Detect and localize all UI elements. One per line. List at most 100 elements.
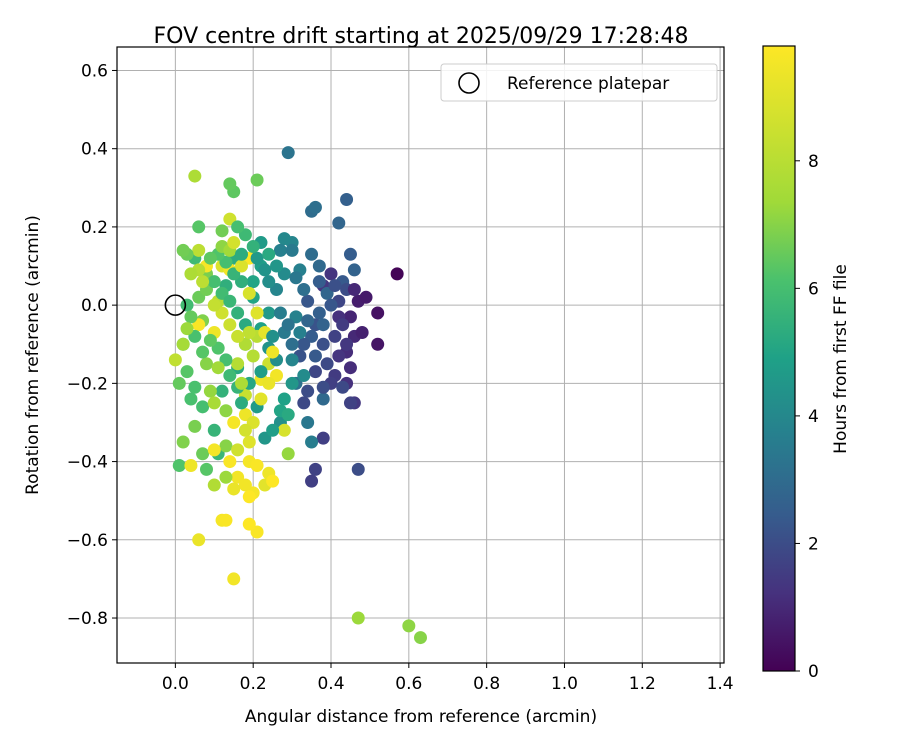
data-point xyxy=(184,310,198,324)
data-point xyxy=(277,392,291,406)
data-point xyxy=(219,470,233,484)
data-point xyxy=(254,365,268,379)
data-point xyxy=(347,282,361,296)
data-point xyxy=(219,439,233,453)
data-point xyxy=(316,431,330,445)
data-point xyxy=(308,200,322,214)
data-point xyxy=(207,423,221,437)
data-point xyxy=(223,369,237,383)
data-point xyxy=(281,146,295,160)
data-point xyxy=(351,462,365,476)
data-point xyxy=(207,396,221,410)
data-point xyxy=(203,384,217,398)
data-point xyxy=(238,423,252,437)
y-tick-label: 0.2 xyxy=(81,218,108,238)
data-point xyxy=(355,326,369,340)
data-point xyxy=(180,365,194,379)
data-point xyxy=(192,243,206,257)
plot-frame xyxy=(116,46,725,664)
data-point xyxy=(262,247,276,261)
y-tick-label: −0.6 xyxy=(67,531,108,551)
data-point xyxy=(312,306,326,320)
data-point xyxy=(297,369,311,383)
data-point xyxy=(188,419,202,433)
colorbar-tick-label: 2 xyxy=(808,534,819,554)
chart-title: FOV centre drift starting at 2025/09/29 … xyxy=(154,24,689,49)
data-point xyxy=(219,404,233,418)
data-point xyxy=(414,631,427,645)
data-point xyxy=(199,462,213,476)
data-point xyxy=(308,462,322,476)
colorbar-tick-label: 8 xyxy=(808,152,819,172)
data-point xyxy=(328,279,342,293)
data-point xyxy=(231,357,245,371)
data-point xyxy=(223,455,237,469)
data-point xyxy=(258,263,272,277)
data-point xyxy=(235,396,249,410)
data-point xyxy=(316,392,330,406)
data-point xyxy=(305,474,319,488)
x-tick-label: 0.4 xyxy=(317,674,344,694)
data-point xyxy=(176,243,190,257)
data-point xyxy=(351,611,365,625)
data-point xyxy=(262,275,276,289)
data-point xyxy=(242,326,256,340)
data-point xyxy=(184,267,198,281)
data-point xyxy=(343,247,357,261)
x-tick-label: 0.0 xyxy=(162,674,189,694)
data-point xyxy=(332,216,346,230)
data-point xyxy=(242,286,256,300)
y-axis-ticks: 0.6 0.4 0.2 0.0 −0.2 −0.4 −0.6 −0.8 xyxy=(67,61,117,629)
data-point xyxy=(285,376,299,390)
data-point xyxy=(343,361,357,375)
data-point xyxy=(281,318,295,332)
data-point xyxy=(227,415,241,429)
x-tick-label: 0.2 xyxy=(240,674,267,694)
data-point xyxy=(180,298,194,312)
data-point xyxy=(301,294,315,308)
data-point xyxy=(305,247,319,261)
data-point xyxy=(266,474,280,488)
y-tick-label: −0.2 xyxy=(67,374,108,394)
x-axis-label: Angular distance from reference (arcmin) xyxy=(245,707,597,727)
data-point xyxy=(223,318,237,332)
data-point xyxy=(402,619,416,633)
data-point xyxy=(324,267,338,281)
data-point xyxy=(285,337,299,351)
data-point xyxy=(172,376,186,390)
data-point xyxy=(246,349,260,363)
data-point xyxy=(277,232,291,246)
data-point xyxy=(196,275,210,289)
data-point xyxy=(192,220,206,234)
x-tick-label: 1.0 xyxy=(551,674,578,694)
data-point xyxy=(176,435,190,449)
legend-marker-icon xyxy=(458,72,480,94)
data-point xyxy=(207,298,221,312)
data-point xyxy=(285,243,299,257)
data-point xyxy=(308,349,322,363)
data-point xyxy=(297,396,311,410)
data-point xyxy=(324,298,338,312)
data-point xyxy=(266,423,280,437)
data-point xyxy=(184,392,198,406)
data-point xyxy=(273,243,287,257)
y-tick-label: −0.8 xyxy=(67,609,108,629)
data-point xyxy=(180,322,194,336)
data-point xyxy=(231,220,245,234)
data-point xyxy=(227,572,241,586)
data-point xyxy=(242,517,256,531)
colorbar-ticks: 0 2 4 6 8 xyxy=(795,152,819,682)
colorbar-tick-label: 6 xyxy=(808,279,819,299)
y-tick-label: 0.4 xyxy=(81,140,108,160)
data-point xyxy=(199,357,213,371)
data-point xyxy=(273,306,287,320)
y-tick-label: 0.6 xyxy=(81,61,108,81)
data-point xyxy=(270,259,284,273)
data-point xyxy=(340,337,354,351)
data-point xyxy=(289,271,303,285)
data-point xyxy=(196,447,210,461)
data-point xyxy=(235,247,249,261)
data-point xyxy=(192,533,206,547)
reference-platepar-marker xyxy=(164,294,187,316)
